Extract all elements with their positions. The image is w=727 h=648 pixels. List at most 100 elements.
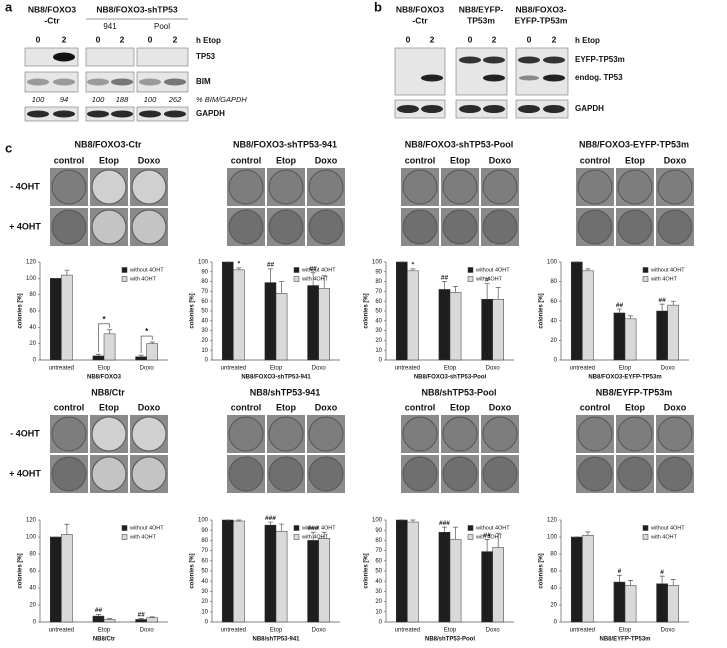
- photo-column-label: control: [54, 155, 85, 165]
- photo-column-label: Doxo: [489, 155, 512, 165]
- legend-swatch: [642, 525, 649, 531]
- bar: [492, 298, 505, 361]
- blot-band: [87, 78, 109, 86]
- panel-letter: a: [5, 0, 13, 14]
- bar: [438, 289, 451, 361]
- culture-dish: [268, 416, 304, 452]
- error-bar: [138, 618, 144, 620]
- error-bar: [659, 303, 665, 311]
- significance-mark: #: [660, 569, 664, 576]
- photo-heading: NB8/EYFP-TP53m: [596, 387, 673, 397]
- blot-strip: [394, 47, 446, 96]
- row-label: - 4OHT: [10, 181, 40, 191]
- error-bar: [441, 526, 447, 533]
- photo-column-label: Doxo: [138, 402, 161, 412]
- y-tick-label: 10: [201, 348, 208, 354]
- lane-label: 2: [62, 34, 67, 44]
- error-bar: [659, 575, 665, 584]
- row-label: TP53: [196, 52, 216, 61]
- legend-swatch: [121, 525, 128, 531]
- culture-dish: [402, 416, 438, 452]
- y-tick-label: 40: [375, 318, 382, 324]
- y-tick-label: 120: [26, 518, 37, 524]
- bar: [481, 298, 493, 361]
- blot-strip: [85, 71, 135, 93]
- x-tick-label: Etop: [619, 628, 632, 634]
- blot-band: [164, 78, 186, 86]
- legend-swatch: [642, 276, 649, 282]
- culture-dish: [308, 209, 344, 245]
- photo-heading: NB8/FOXO3-shTP53-941: [233, 139, 337, 149]
- bar: [264, 282, 277, 361]
- significance-mark: #: [618, 568, 622, 575]
- y-tick-label: 60: [550, 299, 557, 305]
- legend-swatch: [467, 267, 474, 273]
- photo-heading: NB8/Ctr: [91, 387, 125, 397]
- y-tick-label: 0: [554, 358, 558, 364]
- photo-column-label: control: [580, 402, 611, 412]
- blot-band: [421, 74, 443, 82]
- blot-band: [53, 52, 75, 62]
- group-label: -Ctr: [44, 15, 60, 25]
- legend-swatch: [293, 267, 300, 273]
- x-axis-label: NB8/FOXO3-EYFP-TP53m: [588, 375, 661, 381]
- culture-dish: [657, 169, 693, 205]
- photo-column-label: Etop: [625, 402, 645, 412]
- legend-label: with 4OHT: [475, 534, 503, 540]
- culture-dish: [51, 169, 87, 205]
- x-axis-label: NB8/FOXO3-shTP53-Pool: [414, 375, 487, 381]
- y-axis-label: colonies [%]: [190, 553, 196, 588]
- bar: [61, 274, 73, 361]
- photo-column-label: Etop: [450, 402, 470, 412]
- culture-dish: [442, 416, 478, 452]
- x-tick-label: untreated: [49, 366, 74, 372]
- bar: [624, 318, 637, 361]
- quant-value: 188: [116, 95, 129, 104]
- row-label: endog. TP53: [575, 73, 623, 82]
- y-tick-label: 100: [547, 260, 558, 266]
- blot-band: [519, 75, 539, 81]
- quant-label: % BIM/GAPDH: [196, 95, 247, 104]
- y-tick-label: 100: [372, 518, 383, 524]
- error-bar: [670, 579, 676, 586]
- quant-value: 100: [32, 95, 45, 104]
- y-tick-label: 20: [201, 338, 208, 344]
- legend-label: with 4OHT: [129, 276, 157, 282]
- bar: [221, 519, 234, 623]
- y-tick-label: 90: [375, 528, 382, 534]
- lane-label: 0: [148, 34, 153, 44]
- lane-label: 2: [173, 34, 178, 44]
- y-tick-label: 80: [29, 552, 36, 558]
- group-label: NB8/FOXO3-shTP53: [96, 4, 178, 14]
- blot-strip: [455, 47, 508, 96]
- y-tick-label: 50: [375, 569, 382, 575]
- bar: [582, 270, 594, 361]
- culture-dish: [51, 209, 87, 245]
- blot-strip: [85, 47, 135, 67]
- photo-heading: NB8/shTP53-Pool: [421, 387, 496, 397]
- bar: [438, 531, 451, 623]
- row-label: + 4OHT: [9, 221, 41, 231]
- error-bar: [441, 281, 447, 290]
- blot-band: [53, 110, 75, 118]
- row-label: - 4OHT: [10, 428, 40, 438]
- blot-band: [459, 105, 481, 113]
- significance-mark: ##: [138, 611, 146, 618]
- culture-dish: [657, 416, 693, 452]
- y-tick-label: 40: [201, 579, 208, 585]
- culture-dish: [131, 416, 167, 452]
- bar: [49, 536, 62, 623]
- row-label: EYFP-TP53m: [575, 55, 625, 64]
- culture-dish: [577, 456, 613, 492]
- significance-mark: *: [102, 315, 106, 324]
- bar: [61, 534, 73, 623]
- blot-strip: [136, 47, 189, 67]
- y-axis-label: colonies [%]: [539, 553, 545, 588]
- blot-band: [543, 74, 565, 82]
- x-tick-label: Etop: [98, 628, 111, 634]
- significance-mark: ##: [267, 262, 275, 269]
- legend-label: without 4OHT: [129, 525, 164, 531]
- x-tick-label: Doxo: [486, 366, 501, 372]
- significance-mark: ###: [265, 515, 276, 522]
- blot-band: [139, 78, 161, 86]
